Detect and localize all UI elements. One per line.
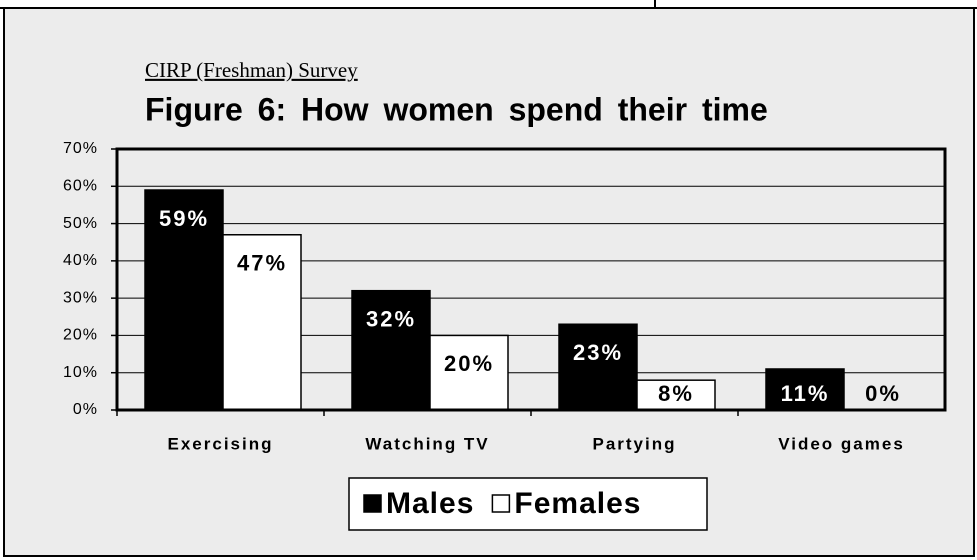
x-tick-label: Watching TV — [365, 434, 489, 453]
data-label: 11% — [781, 381, 830, 406]
y-tick-label: 10% — [63, 364, 98, 381]
legend-box — [348, 477, 708, 531]
x-tick-label: Partying — [592, 434, 676, 453]
y-tick-label: 0% — [73, 401, 98, 418]
x-tick-label: Video games — [778, 434, 905, 453]
data-label: 20% — [444, 351, 494, 376]
y-tick-label: 50% — [63, 215, 98, 232]
bar — [765, 368, 845, 411]
data-label: 47% — [237, 251, 287, 276]
bar — [351, 289, 431, 411]
y-tick-label: 20% — [63, 327, 98, 344]
legend-swatch — [491, 494, 511, 513]
y-tick-label: 60% — [63, 178, 98, 195]
bar — [222, 234, 302, 411]
legend-swatch — [363, 494, 382, 513]
chart-subtitle: CIRP (Freshman) Survey — [145, 58, 358, 82]
y-tick-label: 30% — [63, 289, 98, 306]
y-tick-label: 40% — [63, 252, 98, 269]
data-label: 23% — [573, 340, 623, 365]
chart-title: Figure 6: How women spend their time — [145, 91, 768, 127]
x-tick-label: Exercising — [168, 434, 274, 453]
data-label: 0% — [865, 381, 901, 406]
plot-border — [115, 147, 947, 412]
bar — [429, 334, 509, 411]
legend-label: Males — [386, 487, 474, 520]
y-tick-label: 70% — [63, 140, 98, 157]
legend-label: Females — [514, 487, 641, 520]
data-label: 59% — [159, 206, 209, 231]
data-label: 32% — [366, 306, 416, 331]
data-label: 8% — [658, 381, 694, 406]
bar — [558, 323, 638, 411]
